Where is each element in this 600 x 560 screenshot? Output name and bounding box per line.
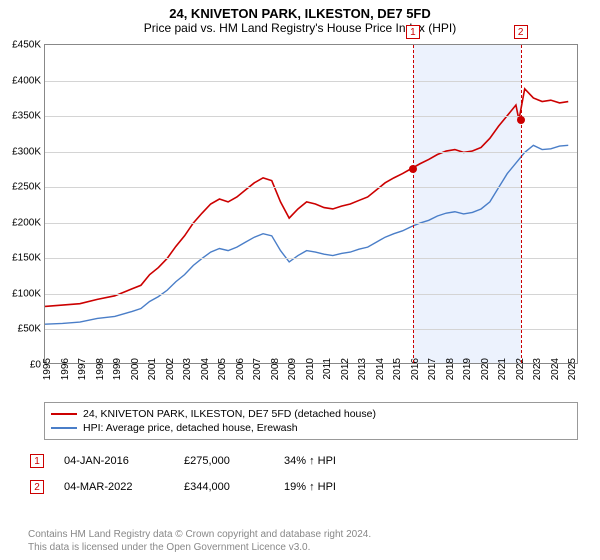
txn-price: £275,000 — [184, 455, 264, 467]
x-axis-tick: 2008 — [270, 358, 281, 380]
x-axis-tick: 2011 — [322, 358, 333, 380]
legend-item: HPI: Average price, detached house, Erew… — [51, 421, 571, 435]
x-axis-tick: 2017 — [427, 358, 438, 380]
price-chart: £0£50K£100K£150K£200K£250K£300K£350K£400… — [44, 44, 578, 364]
x-axis-tick: 1995 — [42, 358, 53, 380]
y-axis-tick: £450K — [3, 40, 41, 51]
x-axis-tick: 2015 — [392, 358, 403, 380]
x-axis-tick: 2014 — [375, 358, 386, 380]
attribution-footnote: Contains HM Land Registry data © Crown c… — [28, 529, 371, 554]
series-line-property — [45, 89, 568, 307]
x-axis-tick: 2024 — [550, 358, 561, 380]
footnote-line: This data is licensed under the Open Gov… — [28, 542, 371, 555]
x-axis-tick: 2025 — [567, 358, 578, 380]
y-axis-tick: £0 — [3, 360, 41, 371]
x-axis-tick: 1998 — [95, 358, 106, 380]
transaction-row: 2 04-MAR-2022 £344,000 19% ↑ HPI — [30, 480, 578, 494]
txn-price: £344,000 — [184, 481, 264, 493]
x-axis-tick: 2019 — [462, 358, 473, 380]
txn-date: 04-MAR-2022 — [64, 481, 164, 493]
legend-swatch-icon — [51, 427, 77, 429]
x-axis-tick: 2004 — [200, 358, 211, 380]
x-axis-tick: 1997 — [77, 358, 88, 380]
x-axis-tick: 2012 — [340, 358, 351, 380]
y-axis-tick: £50K — [3, 324, 41, 335]
x-axis-tick: 2023 — [532, 358, 543, 380]
x-axis-tick: 2001 — [147, 358, 158, 380]
y-axis-tick: £400K — [3, 75, 41, 86]
legend-label: 24, KNIVETON PARK, ILKESTON, DE7 5FD (de… — [83, 408, 376, 420]
x-axis-tick: 2005 — [217, 358, 228, 380]
y-axis-tick: £150K — [3, 253, 41, 264]
x-axis-tick: 2006 — [235, 358, 246, 380]
x-axis-tick: 2010 — [305, 358, 316, 380]
x-axis-tick: 2013 — [357, 358, 368, 380]
chart-subtitle: Price paid vs. HM Land Registry's House … — [0, 21, 600, 39]
chart-title: 24, KNIVETON PARK, ILKESTON, DE7 5FD — [0, 0, 600, 21]
x-axis-tick: 1996 — [60, 358, 71, 380]
x-axis-tick: 2007 — [252, 358, 263, 380]
x-axis-tick: 2018 — [445, 358, 456, 380]
y-axis-tick: £100K — [3, 288, 41, 299]
x-axis-tick: 2021 — [497, 358, 508, 380]
series-line-hpi — [45, 145, 568, 324]
y-axis-tick: £350K — [3, 111, 41, 122]
legend-label: HPI: Average price, detached house, Erew… — [83, 422, 298, 434]
txn-delta: 34% ↑ HPI — [284, 455, 336, 467]
transaction-row: 1 04-JAN-2016 £275,000 34% ↑ HPI — [30, 454, 578, 468]
txn-delta: 19% ↑ HPI — [284, 481, 336, 493]
x-axis-tick: 2016 — [410, 358, 421, 380]
txn-date: 04-JAN-2016 — [64, 455, 164, 467]
footnote-line: Contains HM Land Registry data © Crown c… — [28, 529, 371, 542]
txn-marker-icon: 1 — [30, 454, 44, 468]
legend-swatch-icon — [51, 413, 77, 415]
txn-marker-icon: 2 — [30, 480, 44, 494]
legend-item: 24, KNIVETON PARK, ILKESTON, DE7 5FD (de… — [51, 407, 571, 421]
x-axis-tick: 2009 — [287, 358, 298, 380]
x-axis-tick: 2020 — [480, 358, 491, 380]
x-axis-tick: 2003 — [182, 358, 193, 380]
y-axis-tick: £300K — [3, 146, 41, 157]
y-axis-tick: £250K — [3, 182, 41, 193]
x-axis-tick: 2000 — [130, 358, 141, 380]
x-axis-tick: 1999 — [112, 358, 123, 380]
event-point-icon — [517, 116, 525, 124]
x-axis-tick: 2002 — [165, 358, 176, 380]
chart-svg — [45, 45, 577, 363]
event-point-icon — [409, 165, 417, 173]
event-marker-icon: 1 — [406, 25, 420, 39]
event-marker-icon: 2 — [514, 25, 528, 39]
legend-box: 24, KNIVETON PARK, ILKESTON, DE7 5FD (de… — [44, 402, 578, 440]
y-axis-tick: £200K — [3, 217, 41, 228]
